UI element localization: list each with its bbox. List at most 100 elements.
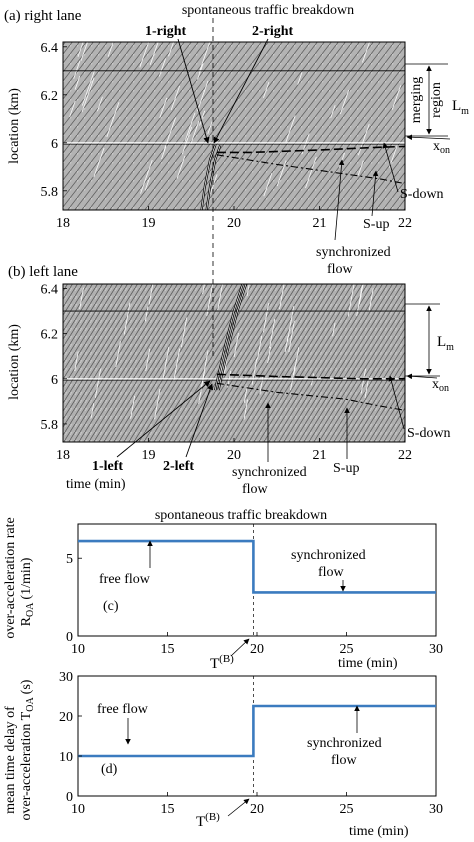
panel-d-tb: T(B) [196, 811, 220, 830]
sync-label-b2: flow [242, 482, 269, 497]
d-ytick-label-30: 30 [59, 670, 73, 685]
arrow-1-left [116, 380, 211, 458]
sup-label-a: S-up [363, 217, 389, 232]
b-xtick-label-19: 19 [142, 448, 156, 463]
panel-c-plot: 0 5 10 15 20 25 30 [66, 524, 443, 657]
a-xtick-label-18: 18 [56, 216, 70, 231]
panel-c: spontaneous traffic breakdown 0 5 10 15 20 25… [3, 508, 443, 672]
d-xtick-label-25: 25 [340, 802, 354, 817]
b-vehicle-trace [223, 358, 228, 375]
d-xtick-label-15: 15 [161, 802, 175, 817]
panel-d-ylabel-2: over-acceleration TOA(s) [19, 679, 36, 820]
panel-c-title: spontaneous traffic breakdown [155, 508, 327, 523]
panel-b-xlabel: time (min) [66, 477, 126, 492]
sync-label-b1: synchronized [232, 465, 307, 480]
ann-1-right: 1-right [145, 24, 187, 39]
b-vehicle-trace [288, 320, 295, 353]
a-vehicle-trace [74, 75, 81, 90]
b-vehicle-trace [115, 341, 121, 368]
panel-b: (b) left lane location (km) 6.4 6.2 6 5.8 1… [7, 264, 454, 497]
panel-d-label: (d) [101, 762, 118, 777]
d-series-line [78, 704, 436, 758]
a-vehicle-trace [361, 28, 375, 63]
b-ytick-label-6.4: 6.4 [41, 283, 59, 298]
b-series-s-up [216, 382, 406, 411]
a-vehicle-trace [297, 72, 303, 85]
b-vehicle-trace [246, 282, 250, 297]
b-xtick-label-22: 22 [398, 448, 412, 463]
xon-arrow-b [406, 373, 438, 380]
panel-c-ylabel-1: over-acceleration rate [3, 517, 18, 638]
panel-d-free-flow: free flow [97, 702, 149, 717]
panel-b-yticks: 6.4 6.2 6 5.8 [41, 283, 67, 433]
a-vehicle-trace [207, 118, 214, 134]
b-vehicle-trace [368, 288, 374, 312]
a-vehicle-trace [144, 177, 151, 191]
b-vehicle-trace [123, 302, 131, 335]
a-vehicle-trace [199, 110, 206, 126]
b-vehicle-trace [206, 283, 214, 317]
panel-a-title: spontaneous traffic breakdown [182, 3, 354, 18]
panel-d-xlabel: time (min) [349, 824, 409, 839]
b-vehicle-trace [360, 368, 366, 394]
c-xtick-label-30: 30 [429, 642, 443, 657]
sup-arrow-a [371, 170, 379, 217]
b-vehicle-trace [90, 403, 95, 419]
xon-label-b: xon [432, 377, 449, 394]
panel-c-label: (c) [103, 599, 119, 614]
panel-a-yticks: 6.4 6.2 6 5.8 [41, 41, 67, 200]
merging-label-1: merging [409, 77, 424, 123]
b-vehicle-trace [293, 347, 300, 376]
b-ytick-label-6: 6 [51, 373, 58, 388]
a-vehicle-trace [107, 20, 122, 57]
b-vehicle-trace [243, 386, 248, 404]
panel-d-sync-2: flow [331, 753, 358, 768]
b-vehicle-trace [286, 305, 295, 342]
a-vehicle-trace [158, 58, 167, 77]
sdown-label-a: S-down [400, 187, 444, 202]
b-series-1-left-core [214, 283, 243, 391]
panel-b-label: (b) left lane [8, 264, 78, 280]
b-vehicle-trace [145, 348, 151, 371]
a-xtick-label-20: 20 [227, 216, 241, 231]
a-series-1-right-core [201, 145, 216, 211]
b-vehicle-trace [269, 318, 276, 349]
panel-c-free-flow: free flow [99, 572, 151, 587]
c-xtick-label-25: 25 [340, 642, 354, 657]
a-vehicle-trace [198, 38, 212, 73]
a-vehicle-trace [263, 172, 273, 197]
a-vehicle-trace [96, 96, 103, 112]
arrow-2-left [185, 383, 214, 458]
ann-2-left: 2-left [163, 459, 194, 474]
d-xtick-label-30: 30 [429, 802, 443, 817]
a-vehicle-trace [184, 112, 196, 142]
b-vehicle-trace [243, 399, 249, 420]
lm-label-b: Lm [437, 334, 454, 353]
panel-c-sync-1: synchronized [291, 548, 366, 563]
b-vehicle-trace [347, 280, 356, 317]
panel-c-ylabel-2: ROA(1/min) [19, 557, 36, 626]
b-vehicle-trace [144, 306, 149, 322]
sync-arrow-a [334, 159, 345, 241]
xon-arrow-a [406, 134, 451, 141]
a-vehicle-trace [93, 147, 105, 178]
b-ytick-label-6.2: 6.2 [41, 328, 59, 343]
b-vehicle-trace [130, 395, 136, 419]
b-vehicle-trace [173, 348, 181, 381]
d-xtick-label-20: 20 [250, 802, 264, 817]
a-vehicle-trace [73, 60, 81, 79]
b-vehicle-trace [257, 335, 263, 360]
a-vehicle-trace [209, 174, 218, 194]
arrow-1-right [177, 38, 210, 144]
a-vehicle-trace [285, 115, 296, 143]
a-xtick-label-22: 22 [398, 216, 412, 231]
b-vehicle-trace [358, 271, 366, 305]
a-vehicle-trace [330, 105, 336, 118]
a-vehicle-trace [81, 77, 95, 113]
a-vehicle-trace [176, 155, 186, 179]
a-vehicle-trace [339, 89, 350, 115]
b-ytick-label-5.8: 5.8 [41, 418, 59, 433]
